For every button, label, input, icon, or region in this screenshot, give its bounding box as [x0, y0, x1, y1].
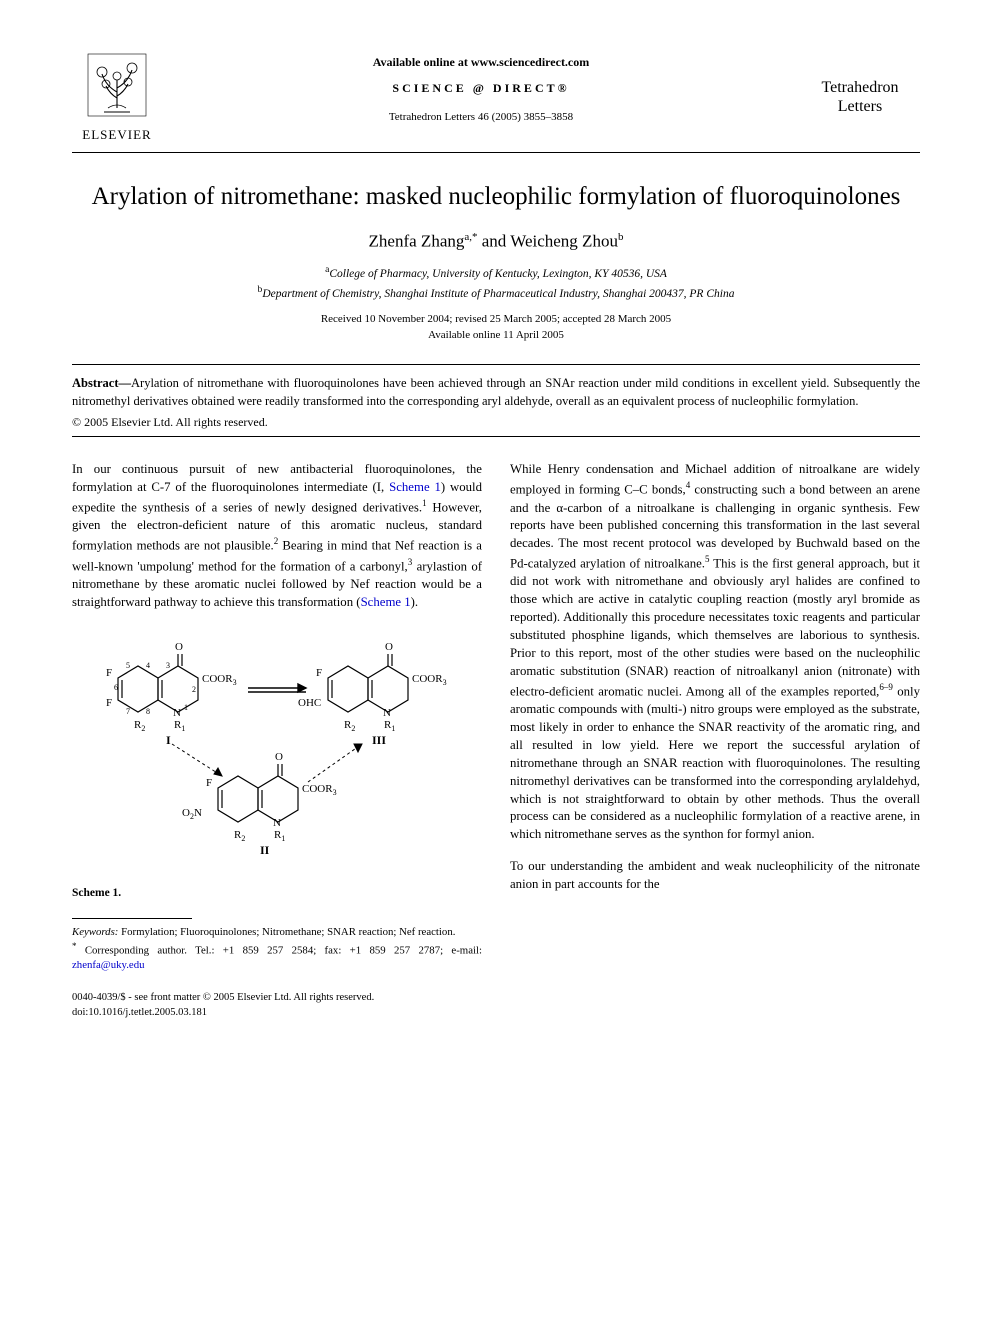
II-COOR: COOR3: [302, 783, 337, 797]
I-R1: R1: [174, 719, 185, 733]
I-n8: 8: [146, 707, 150, 716]
abstract-label: Abstract—: [72, 376, 131, 390]
dates-line1: Received 10 November 2004; revised 25 Ma…: [321, 313, 671, 325]
III-F: F: [316, 667, 322, 679]
structure-III: [328, 654, 408, 712]
corr-email-link[interactable]: zhenfa@uky.edu: [72, 959, 145, 971]
article-title: Arylation of nitromethane: masked nucleo…: [72, 181, 920, 212]
scheme-1-link[interactable]: Scheme 1: [389, 480, 441, 494]
rp1d: only aromatic compounds with (multi-) ni…: [510, 684, 920, 841]
right-para-2: To our understanding the ambident and we…: [510, 858, 920, 894]
body-columns: In our continuous pursuit of new antibac…: [72, 461, 920, 973]
I-COOR: COOR3: [202, 673, 237, 687]
lp1f: ).: [411, 595, 418, 609]
scheme-1-figure: F F O COOR3 N R2 R1 5 6 4 3 7 8 2 1 I: [72, 632, 482, 878]
structure-II: [218, 764, 298, 822]
abstract-rule-top: [72, 364, 920, 365]
I-R2: R2: [134, 719, 145, 733]
header-rule: [72, 152, 920, 153]
author-2: Weicheng Zhou: [510, 231, 618, 250]
abstract-text: Arylation of nitromethane with fluoroqui…: [72, 376, 920, 408]
III-R1: R1: [384, 719, 395, 733]
sciencedirect-logo: SCIENCE @ DIRECT®: [162, 80, 800, 96]
III-R2: R2: [344, 719, 355, 733]
author-2-sup: b: [618, 231, 624, 243]
II-R2: R2: [234, 829, 245, 843]
label-II: II: [260, 843, 270, 857]
available-online-text: Available online at www.sciencedirect.co…: [162, 54, 800, 70]
right-column: While Henry condensation and Michael add…: [510, 461, 920, 973]
front-matter-line: 0040-4039/$ - see front matter © 2005 El…: [72, 992, 374, 1003]
label-I: I: [166, 733, 171, 747]
authors-line: Zhenfa Zhanga,* and Weicheng Zhoub: [72, 230, 920, 254]
journal-title-line1: Tetrahedron: [821, 79, 898, 96]
scheme-1-caption: Scheme 1.: [72, 885, 482, 901]
I-n6: 6: [114, 683, 118, 692]
I-n4: 4: [146, 661, 150, 670]
dashed-arrows: [172, 744, 362, 782]
right-para-1: While Henry condensation and Michael add…: [510, 461, 920, 844]
I-n2: 2: [192, 685, 196, 694]
I-N: N: [173, 707, 181, 719]
III-OHC: OHC: [298, 697, 321, 709]
arrow-main: [248, 684, 306, 692]
I-F6: F: [106, 667, 112, 679]
I-n1: 1: [184, 703, 188, 712]
scheme-1-link-2[interactable]: Scheme 1: [361, 595, 411, 609]
affil-b-text: Department of Chemistry, Shanghai Instit…: [262, 288, 734, 300]
doi-line: doi:10.1016/j.tetlet.2005.03.181: [72, 1007, 207, 1018]
bottom-meta: 0040-4039/$ - see front matter © 2005 El…: [72, 991, 920, 1020]
keywords-label: Keywords:: [72, 926, 118, 938]
I-F7: F: [106, 697, 112, 709]
label-III: III: [372, 733, 386, 747]
corr-text: Corresponding author. Tel.: +1 859 257 2…: [77, 944, 483, 956]
abstract-block: Abstract—Arylation of nitromethane with …: [72, 375, 920, 410]
author-1: Zhenfa Zhang: [369, 231, 465, 250]
dates-line2: Available online 11 April 2005: [428, 329, 564, 341]
I-n7: 7: [126, 707, 130, 716]
I-n5: 5: [126, 661, 130, 670]
III-N: N: [383, 707, 391, 719]
scheme-1-svg: F F O COOR3 N R2 R1 5 6 4 3 7 8 2 1 I: [72, 632, 462, 872]
left-column: In our continuous pursuit of new antibac…: [72, 461, 482, 973]
platform-logo-text: SCIENCE @ DIRECT®: [392, 81, 569, 95]
abstract-rule-bottom: [72, 436, 920, 437]
journal-title-box: Tetrahedron Letters: [800, 50, 920, 116]
dates-block: Received 10 November 2004; revised 25 Ma…: [72, 312, 920, 344]
affiliations: aCollege of Pharmacy, University of Kent…: [72, 263, 920, 302]
publisher-name: ELSEVIER: [72, 126, 162, 144]
abstract-copyright: © 2005 Elsevier Ltd. All rights reserved…: [72, 414, 920, 430]
keywords-text: Formylation; Fluoroquinolones; Nitrometh…: [118, 926, 455, 938]
footnote-rule: [72, 918, 192, 919]
I-O: O: [175, 641, 183, 653]
affil-a-text: College of Pharmacy, University of Kentu…: [329, 268, 667, 280]
II-F: F: [206, 777, 212, 789]
authors-and: and: [478, 231, 511, 250]
header-row: ELSEVIER Available online at www.science…: [72, 50, 920, 144]
journal-title-line2: Letters: [838, 98, 882, 115]
publisher-logo-block: ELSEVIER: [72, 50, 162, 144]
page-container: ELSEVIER Available online at www.science…: [0, 0, 992, 1061]
footnotes-block: Keywords: Formylation; Fluoroquinolones;…: [72, 925, 482, 974]
II-O: O: [275, 751, 283, 763]
I-n3: 3: [166, 661, 170, 670]
II-O2N: O2N: [182, 807, 202, 821]
author-1-sup: a,*: [464, 231, 477, 243]
ref-6-9: 6–9: [879, 682, 893, 692]
III-O: O: [385, 641, 393, 653]
journal-reference: Tetrahedron Letters 46 (2005) 3855–3858: [162, 110, 800, 125]
left-para-1: In our continuous pursuit of new antibac…: [72, 461, 482, 611]
rp1c: This is the first general approach, but …: [510, 557, 920, 699]
elsevier-tree-icon: [82, 50, 152, 124]
header-center: Available online at www.sciencedirect.co…: [162, 50, 800, 125]
III-COOR: COOR3: [412, 673, 447, 687]
II-N: N: [273, 817, 281, 829]
II-R1: R1: [274, 829, 285, 843]
